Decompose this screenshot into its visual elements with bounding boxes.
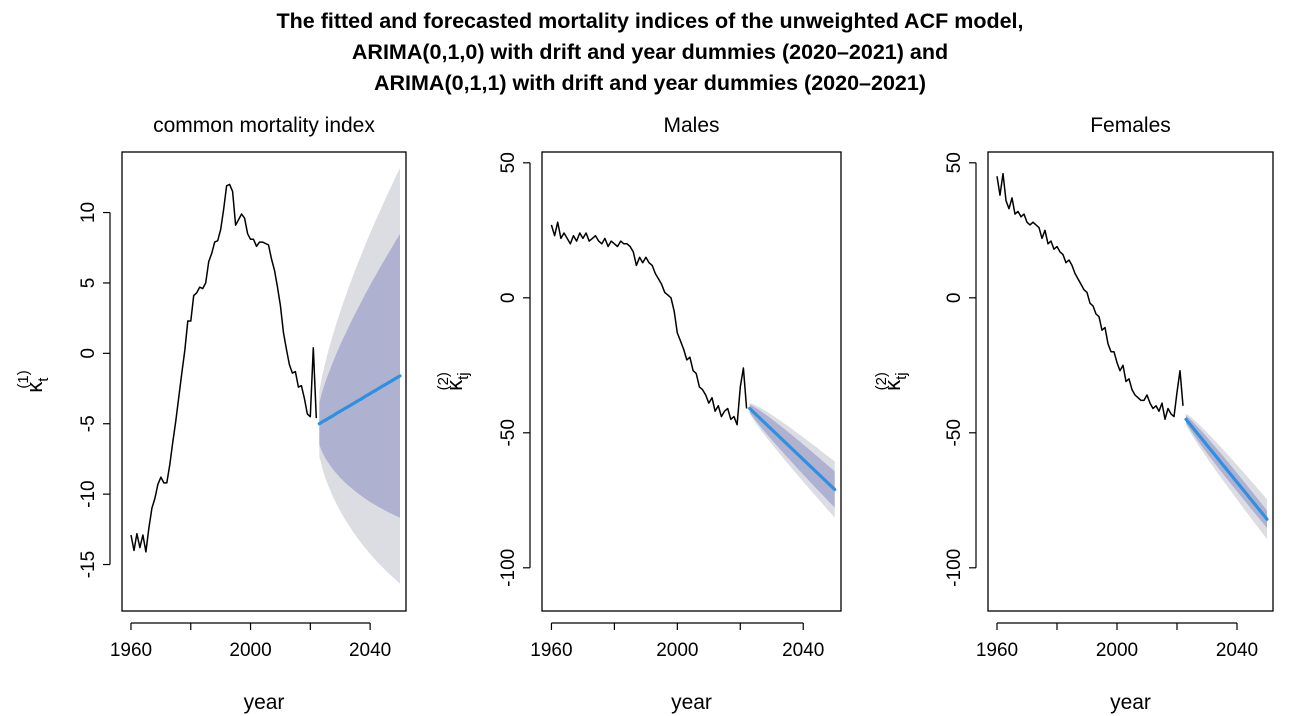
y-tick-label: 0 [78, 348, 99, 359]
forecast-band-80 [319, 233, 400, 518]
figure-title: The fitted and forecasted mortality indi… [0, 6, 1300, 99]
y-axis-label: κtj(2) [435, 372, 472, 391]
y-axis-label-sub: t [35, 377, 52, 382]
y-tick-label: 50 [944, 152, 965, 173]
x-axis-label: year [244, 691, 285, 714]
y-tick-label: 10 [78, 202, 99, 223]
y-axis-label-sup: (2) [435, 372, 452, 390]
y-axis-label-sub: tj [893, 372, 910, 380]
y-tick-label: -15 [78, 551, 99, 578]
y-tick-label: -100 [498, 549, 519, 587]
panel-title: Males [663, 114, 719, 137]
panel-title: Females [1090, 114, 1171, 137]
panel-females: 1960 2000 2040 year -100 -50 0 50 κtj(2) Females [873, 114, 1274, 714]
x-tick-label: 2000 [656, 640, 698, 661]
plot-frame [987, 151, 1274, 612]
y-tick-label: 0 [498, 293, 519, 304]
y-tick-label: 5 [78, 278, 99, 289]
y-tick-label: -50 [498, 419, 519, 446]
y-axis-label: κt(1) [15, 370, 52, 393]
fitted-series-line [996, 172, 1184, 421]
x-tick-label: 2040 [1216, 640, 1258, 661]
y-tick-label: -50 [944, 419, 965, 446]
x-tick-label: 1960 [976, 640, 1018, 661]
y-tick-label: -10 [78, 480, 99, 507]
x-axis-label: year [671, 691, 712, 714]
x-tick-label: 2000 [1096, 640, 1138, 661]
x-tick-label: 2040 [782, 640, 824, 661]
y-axis-label-base: κ [22, 381, 47, 393]
figure-title-line-2: ARIMA(0,1,0) with drift and year dummies… [351, 40, 949, 64]
panel-title: common mortality index [153, 114, 375, 137]
y-axis-label-base: κ [442, 379, 467, 391]
fitted-series-line [550, 221, 748, 426]
panel-males: 1960 2000 2040 year -100 -50 0 50 κtj(2) Males [435, 114, 842, 714]
y-tick-label: 0 [944, 293, 965, 304]
y-axis-label-sup: (1) [15, 370, 32, 388]
y-axis-label-base: κ [880, 379, 905, 391]
x-tick-label: 1960 [110, 640, 152, 661]
x-tick-label: 1960 [530, 640, 572, 661]
panel-common-mortality-index: 1960 2000 2040 year -15 -10 -5 0 5 10 κt(1) common … [15, 114, 407, 714]
y-axis-label: κtj(2) [873, 372, 910, 391]
x-tick-label: 2000 [229, 640, 271, 661]
forecast-series-line [748, 406, 837, 492]
x-tick-label: 2040 [349, 640, 391, 661]
fitted-series-line [130, 183, 318, 553]
y-tick-label: -100 [944, 549, 965, 587]
figure-title-line-3: ARIMA(0,1,1) with drift and year dummies… [373, 71, 926, 95]
forecast-series-line [317, 374, 402, 426]
y-axis-label-sup: (2) [873, 372, 890, 390]
y-axis-label-sub: tj [455, 372, 472, 380]
plot-frame [121, 151, 407, 612]
x-axis-label: year [1110, 691, 1151, 714]
y-tick-label: 50 [498, 152, 519, 173]
plot-frame [541, 151, 842, 612]
forecast-series-line [1184, 417, 1269, 521]
figure-title-line-1: The fitted and forecasted mortality indi… [276, 9, 1024, 33]
y-tick-label: -5 [78, 415, 99, 432]
